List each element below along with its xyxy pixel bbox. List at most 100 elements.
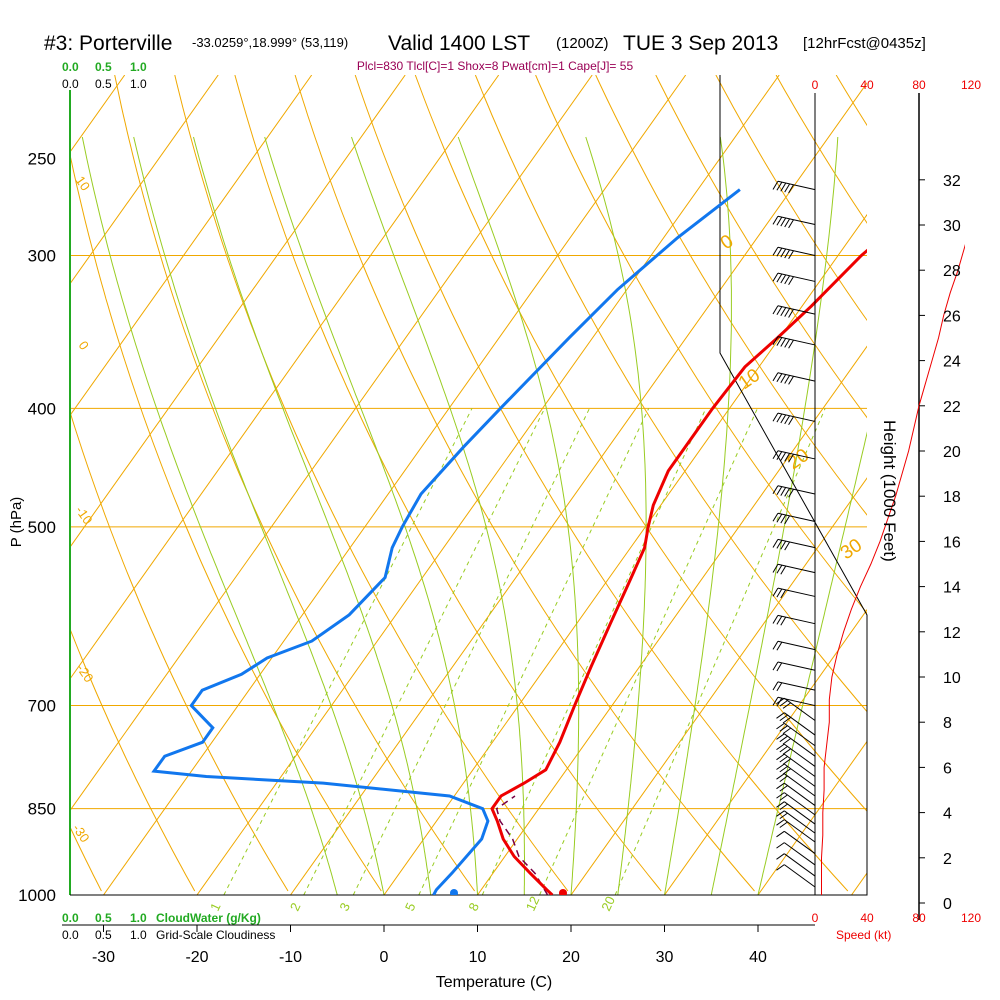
wind-barb-feather <box>776 782 785 790</box>
height-tick-label: 24 <box>943 354 961 371</box>
isotherm-line <box>70 75 406 548</box>
wind-barb-feather <box>784 308 791 317</box>
cloud-bottom-black-1: 0.0 <box>62 928 79 942</box>
wind-barb-feather <box>776 773 785 780</box>
wind-barb-feather <box>776 451 783 460</box>
wind-barb-feather <box>776 819 785 826</box>
mixing-ratio-label: 8 <box>465 900 482 913</box>
x-axis: -30 -20 -10 0 10 20 30 40 <box>62 924 815 966</box>
x-tick-label: -20 <box>185 949 208 966</box>
height-tick-label: 10 <box>943 670 961 687</box>
wind-barb-feather <box>780 274 787 284</box>
isotherm-line <box>570 477 867 895</box>
title-date: TUE 3 Sep 2013 <box>623 32 778 55</box>
wind-barb-feather <box>776 853 785 860</box>
cloud-bottom-black-label: Grid-Scale Cloudiness <box>156 928 275 942</box>
wind-barb-shaft <box>777 372 816 382</box>
wind-barb-feather <box>784 375 791 384</box>
height-tick-label: 6 <box>943 760 952 777</box>
dry-adiabat <box>70 152 382 892</box>
wind-barb <box>776 763 816 787</box>
dry-adiabat <box>234 75 662 892</box>
wind-barb <box>776 722 816 747</box>
y-axis-label: P (hPa) <box>8 497 25 548</box>
wind-barb-feather <box>772 450 779 460</box>
speed-tick-label-top: 120 <box>961 78 981 92</box>
speed-axis-label: Speed (kt) <box>836 928 891 942</box>
wind-barb <box>776 782 816 806</box>
speed-tick-label-bottom: 40 <box>860 911 874 925</box>
height-tick-label: 16 <box>943 534 961 551</box>
title-zulu: (1200Z) <box>556 35 609 52</box>
cloud-top-green-1: 0.0 <box>62 60 79 74</box>
cloud-top-green-2: 0.5 <box>95 60 112 74</box>
plot-border <box>70 75 868 896</box>
wind-barb-feather <box>780 374 787 383</box>
isotherm-line <box>664 608 867 895</box>
adiabat-label: 30 <box>837 535 866 564</box>
wind-barb-feather <box>788 250 794 260</box>
mixing-ratio-line <box>418 408 650 895</box>
wind-barb <box>772 614 816 626</box>
wind-barb-shaft <box>777 246 816 257</box>
wind-barb-shaft <box>784 782 816 806</box>
wind-barb-shaft <box>777 640 816 651</box>
wind-barb-feather <box>784 453 791 462</box>
wind-barb-feather <box>772 539 779 548</box>
moist-adiabat <box>133 136 385 895</box>
wind-barb-feather <box>772 564 779 573</box>
wind-barb-feather <box>776 810 785 817</box>
wind-barb <box>776 697 816 721</box>
x-tick-label: 10 <box>469 949 487 966</box>
dewpoint-line <box>151 188 741 895</box>
wind-barb-feather <box>779 714 788 722</box>
dry-adiabat <box>354 75 849 892</box>
wind-barb-feather <box>776 662 783 672</box>
wind-barb-feather <box>788 184 794 194</box>
wind-barb <box>772 272 816 286</box>
wind-barb <box>776 753 816 777</box>
wind-barb-feather <box>776 743 785 751</box>
dry-adiabat <box>174 75 569 892</box>
wind-barb <box>772 696 816 707</box>
x-tick-label: 30 <box>656 949 674 966</box>
moist-adiabat <box>81 136 338 895</box>
x-tick-label: -10 <box>279 949 302 966</box>
y-axis: 250 300 400 500 700 850 1000 <box>18 150 56 905</box>
wind-barb-feather <box>780 589 787 599</box>
title-valid: Valid 1400 LST <box>388 32 530 55</box>
moist-adiabat <box>757 431 867 895</box>
isotherm-line <box>757 740 867 895</box>
wind-barb-feather <box>779 812 788 820</box>
wind-barb-feather <box>779 803 788 811</box>
wind-barb-feather <box>780 217 787 227</box>
y-tick-label: 850 <box>28 800 56 819</box>
cloud-bottom-green-1: 0.0 <box>62 911 79 925</box>
wind-barb <box>772 305 816 318</box>
moist-adiabat <box>457 136 580 895</box>
wind-barb-feather <box>782 758 791 765</box>
surface-dewpoint-marker <box>450 889 458 895</box>
wind-barb-shaft <box>784 743 816 767</box>
wind-barb-shaft <box>777 696 816 707</box>
wind-barb-shaft <box>777 450 816 460</box>
wind-barb <box>776 801 816 825</box>
wind-barb-feather <box>779 794 788 801</box>
title-station: #3: Porterville <box>44 32 172 55</box>
wind-barb-feather <box>772 661 779 671</box>
x-tick-label: -30 <box>92 949 115 966</box>
wind-barb-feather <box>772 372 779 382</box>
wind-barb-feather <box>776 830 785 838</box>
height-axis-label: Height (1000 Feet) <box>880 420 899 562</box>
wind-barb-feather <box>784 249 791 259</box>
mixing-ratio-label: 2 <box>287 900 304 913</box>
wind-barb <box>772 587 816 599</box>
wind-barb <box>776 792 816 816</box>
wind-barb-feather <box>776 697 783 707</box>
wind-barb <box>772 681 816 692</box>
wind-barb-feather <box>782 716 791 724</box>
wind-barb-shaft <box>784 864 816 888</box>
wind-barb-shaft <box>777 538 816 549</box>
wind-barb <box>772 450 816 463</box>
